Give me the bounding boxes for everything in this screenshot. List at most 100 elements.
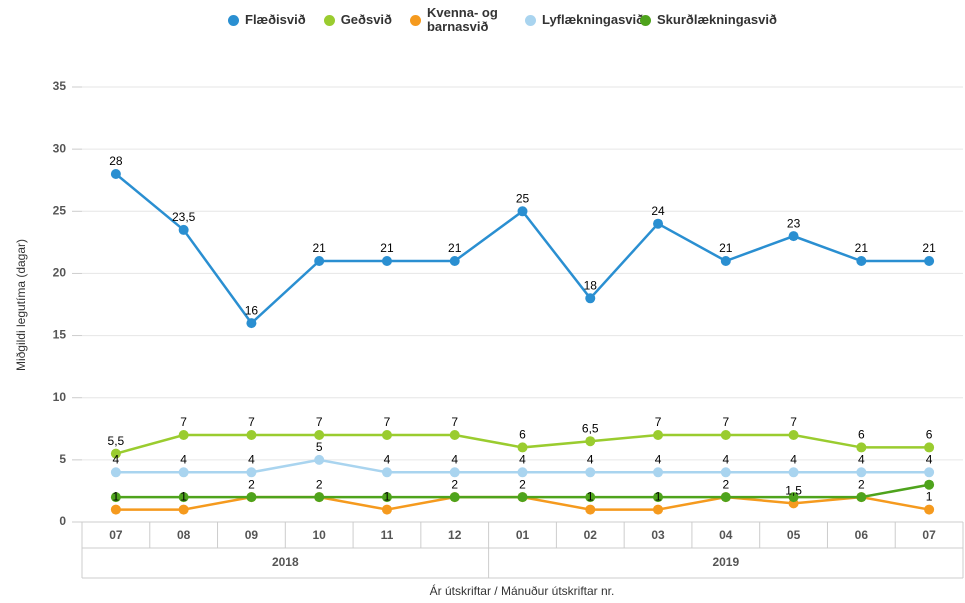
data-label: 4: [722, 452, 729, 466]
data-point: [246, 467, 257, 478]
data-label: 7: [655, 415, 662, 429]
data-label: 4: [858, 452, 865, 466]
data-label: 6,5: [582, 421, 599, 435]
legend-item[interactable]: Kvenna- og barnasvið: [409, 6, 507, 34]
data-label: 21: [380, 241, 394, 255]
x-group-label: 2018: [272, 555, 299, 569]
legend-item[interactable]: Lyflækningasvið: [524, 13, 644, 27]
data-label: 2: [858, 477, 865, 491]
data-label: 7: [722, 415, 729, 429]
data-point: [314, 430, 325, 440]
data-point: [178, 224, 189, 235]
data-point: [856, 442, 867, 453]
data-label: 4: [655, 452, 662, 466]
data-label: 4: [926, 452, 933, 466]
data-label: 23,5: [172, 210, 196, 224]
legend-label: Flæðisvið: [245, 12, 306, 27]
legend-item[interactable]: Flæðisvið: [228, 13, 306, 27]
data-point: [720, 467, 731, 478]
data-point: [924, 442, 935, 453]
data-label: 4: [451, 452, 458, 466]
data-point: [178, 492, 189, 503]
data-label: 4: [180, 452, 187, 466]
y-tick-label: 5: [59, 452, 66, 466]
data-label: 7: [790, 415, 797, 429]
data-label: 7: [451, 415, 458, 429]
data-point: [788, 430, 799, 440]
legend-marker: [409, 14, 421, 26]
data-point: [517, 492, 528, 503]
data-point: [110, 504, 121, 515]
legend-item[interactable]: Geðsvið: [323, 12, 392, 27]
data-point: [449, 492, 460, 503]
data-label: 21: [922, 241, 936, 255]
data-label: 2: [316, 477, 323, 491]
data-label: 1,5: [785, 484, 802, 498]
data-point: [314, 492, 325, 503]
data-point: [720, 492, 731, 503]
data-label: 1: [926, 490, 933, 504]
y-tick-label: 20: [53, 266, 67, 280]
data-point: [246, 430, 257, 440]
x-tick-label: 06: [855, 528, 869, 542]
x-group-label: 2019: [712, 555, 739, 569]
legend: Flæðisvið Geðsvið Kvenna- og barnasvið Lyfl…: [0, 6, 965, 34]
data-label: 1: [384, 490, 391, 504]
data-point: [924, 504, 935, 515]
data-point: [449, 256, 460, 266]
data-point: [585, 504, 596, 515]
data-label: 18: [584, 278, 598, 292]
data-label: 4: [248, 452, 255, 466]
data-point: [381, 467, 392, 478]
data-point: [246, 318, 257, 329]
data-label: 2: [451, 477, 458, 491]
data-label: 1: [655, 490, 662, 504]
legend-marker: [639, 14, 651, 26]
x-tick-label: 01: [516, 528, 530, 542]
y-tick-label: 30: [53, 141, 67, 155]
x-tick-label: 12: [448, 528, 462, 542]
data-label: 1: [587, 490, 594, 504]
data-label: 2: [519, 477, 526, 491]
data-point: [381, 504, 392, 515]
data-point: [856, 256, 867, 266]
data-label: 4: [790, 452, 797, 466]
data-label: 6: [858, 428, 865, 442]
x-axis-title: Ár útskriftar / Mánuður útskriftar nr.: [430, 583, 615, 598]
y-tick-label: 25: [53, 203, 67, 217]
data-label: 4: [587, 452, 594, 466]
data-point: [110, 169, 121, 179]
data-point: [856, 467, 867, 478]
data-label: 7: [316, 415, 323, 429]
data-point: [517, 442, 528, 453]
data-label: 2: [248, 477, 255, 491]
x-tick-label: 11: [381, 528, 394, 542]
legend-item[interactable]: Skurðlækningasvið: [639, 13, 777, 27]
data-point: [653, 492, 664, 503]
x-tick-label: 07: [109, 528, 123, 542]
data-label: 4: [113, 452, 120, 466]
data-point: [178, 430, 189, 440]
y-axis-title: Miðgildi legutíma (dagar): [14, 239, 28, 371]
data-point: [110, 448, 121, 459]
legend-marker: [228, 14, 239, 26]
data-point: [381, 492, 392, 503]
data-point: [178, 467, 189, 478]
data-point: [653, 218, 664, 229]
data-point: [788, 492, 799, 503]
x-tick-label: 08: [177, 528, 191, 542]
data-point: [788, 467, 799, 478]
data-label: 4: [384, 452, 391, 466]
data-label: 6: [519, 428, 526, 442]
data-point: [449, 467, 460, 478]
data-point: [585, 436, 596, 447]
legend-label: Geðsvið: [340, 12, 392, 27]
data-point: [720, 430, 731, 440]
data-label: 21: [448, 241, 462, 255]
data-point: [720, 256, 731, 266]
data-point: [924, 256, 935, 266]
data-point: [653, 504, 664, 515]
data-point: [788, 231, 799, 242]
data-label: 23: [787, 216, 801, 230]
